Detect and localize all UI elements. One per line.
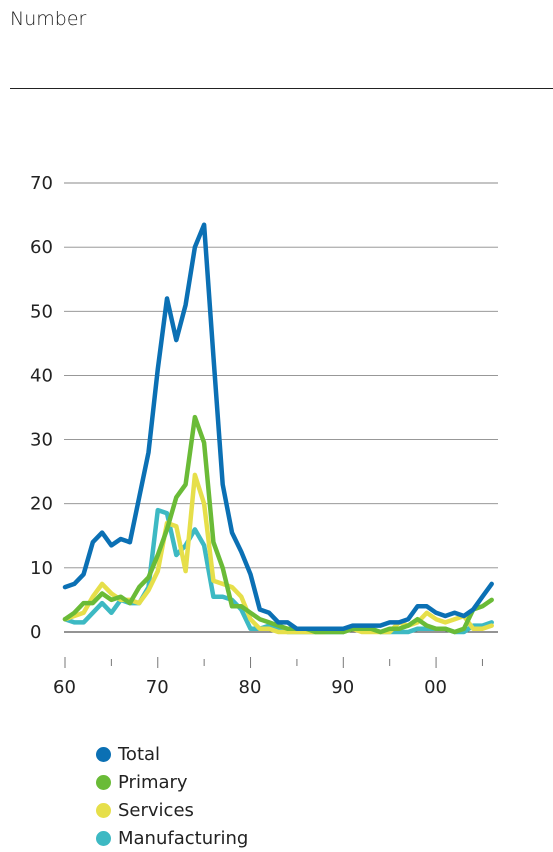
y-tick-label: 0 xyxy=(30,622,41,643)
y-tick-label: 30 xyxy=(30,430,53,451)
legend-item-primary: Primary xyxy=(96,768,248,796)
legend-swatch-icon xyxy=(96,830,111,846)
series-lines xyxy=(62,222,494,635)
legend: Total Primary Services Manufacturing xyxy=(96,740,248,852)
x-axis: 60 70 80 90 00 xyxy=(53,657,483,698)
legend-label: Primary xyxy=(118,771,188,793)
y-tick-label: 10 xyxy=(30,558,53,579)
series-line-total xyxy=(62,222,494,632)
x-tick-label: 60 xyxy=(53,677,76,698)
legend-label: Manufacturing xyxy=(118,827,249,849)
legend-item-total: Total xyxy=(96,740,248,768)
x-tick-label: 00 xyxy=(424,677,447,698)
y-tick-label: 50 xyxy=(30,301,53,322)
legend-label: Services xyxy=(118,799,194,821)
legend-swatch-icon xyxy=(96,802,111,818)
legend-label: Total xyxy=(118,743,161,765)
header-divider xyxy=(10,88,553,89)
legend-swatch-icon xyxy=(96,746,111,762)
gridlines xyxy=(64,182,498,633)
x-tick-label: 90 xyxy=(331,677,354,698)
y-axis-tick-labels: 0 10 20 30 40 50 60 70 xyxy=(30,173,53,643)
x-tick-label: 70 xyxy=(146,677,169,698)
y-unit-label: Number xyxy=(10,8,87,30)
y-tick-label: 70 xyxy=(30,173,53,194)
y-tick-label: 40 xyxy=(30,365,53,386)
legend-item-manufacturing: Manufacturing xyxy=(96,824,248,852)
legend-swatch-icon xyxy=(96,774,111,790)
legend-item-services: Services xyxy=(96,796,248,824)
series-line-primary xyxy=(62,414,494,635)
y-tick-label: 20 xyxy=(30,494,53,515)
x-tick-label: 80 xyxy=(239,677,262,698)
y-tick-label: 60 xyxy=(30,237,53,258)
